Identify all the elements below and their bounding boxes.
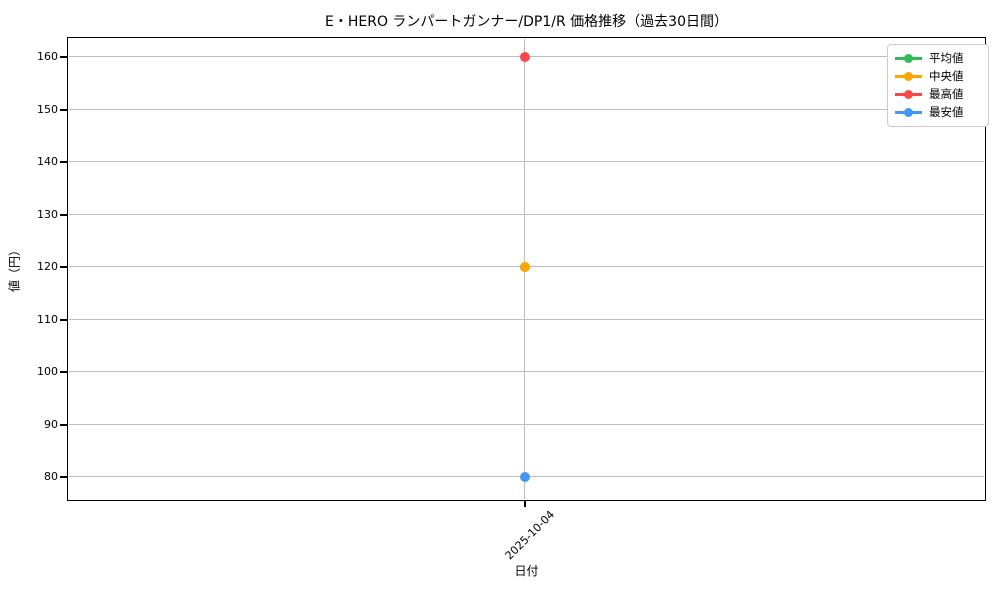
ytick-label: 90	[44, 418, 58, 431]
ytick-mark	[60, 476, 67, 478]
ytick-label: 100	[37, 365, 58, 378]
ytick-label: 80	[44, 470, 58, 483]
ytick-mark	[60, 161, 67, 163]
legend-item-average: 平均値	[895, 50, 981, 67]
legend-dot	[904, 108, 913, 117]
gridline-y-90	[69, 424, 984, 425]
legend-dot	[904, 54, 913, 63]
gridline-y-150	[69, 109, 984, 110]
ytick-mark	[60, 424, 67, 426]
y-axis-label: 値（円）	[7, 243, 22, 293]
legend-label: 中央値	[929, 69, 964, 83]
legend-item-median: 中央値	[895, 68, 981, 85]
ytick-label: 140	[37, 155, 58, 168]
legend-label: 最高値	[929, 87, 964, 101]
x-axis-label: 日付	[514, 564, 539, 578]
legend-marker-median	[895, 71, 922, 82]
ytick-mark	[60, 371, 67, 373]
legend-label: 平均値	[929, 51, 964, 65]
legend-label: 最安値	[929, 105, 964, 119]
legend-marker-min	[895, 107, 922, 118]
xtick-label: 2025-10-04	[502, 508, 558, 563]
data-point-max	[520, 52, 530, 62]
chart-title: E・HERO ランパートガンナー/DP1/R 価格推移（過去30日間）	[325, 14, 728, 30]
ytick-mark	[60, 319, 67, 321]
ytick-label: 150	[37, 103, 58, 116]
ytick-label: 130	[37, 208, 58, 221]
ytick-label: 110	[37, 313, 58, 326]
legend-dot	[904, 90, 913, 99]
data-point-median	[520, 262, 530, 272]
legend-dot	[904, 72, 913, 81]
ytick-mark	[60, 109, 67, 111]
ytick-label: 160	[37, 50, 58, 63]
legend-marker-average	[895, 53, 922, 64]
ytick-label: 120	[37, 260, 58, 273]
legend-item-max: 最高値	[895, 86, 981, 103]
legend: 平均値 中央値 最高値 最安値	[887, 44, 989, 127]
xtick-mark	[524, 501, 526, 507]
ytick-mark	[60, 56, 67, 58]
ytick-mark	[60, 214, 67, 216]
gridline-y-140	[69, 161, 984, 162]
ytick-mark	[60, 266, 67, 268]
legend-marker-max	[895, 89, 922, 100]
gridline-y-110	[69, 319, 984, 320]
data-point-min	[520, 472, 530, 482]
legend-item-min: 最安値	[895, 104, 981, 121]
gridline-y-130	[69, 214, 984, 215]
gridline-y-100	[69, 371, 984, 372]
